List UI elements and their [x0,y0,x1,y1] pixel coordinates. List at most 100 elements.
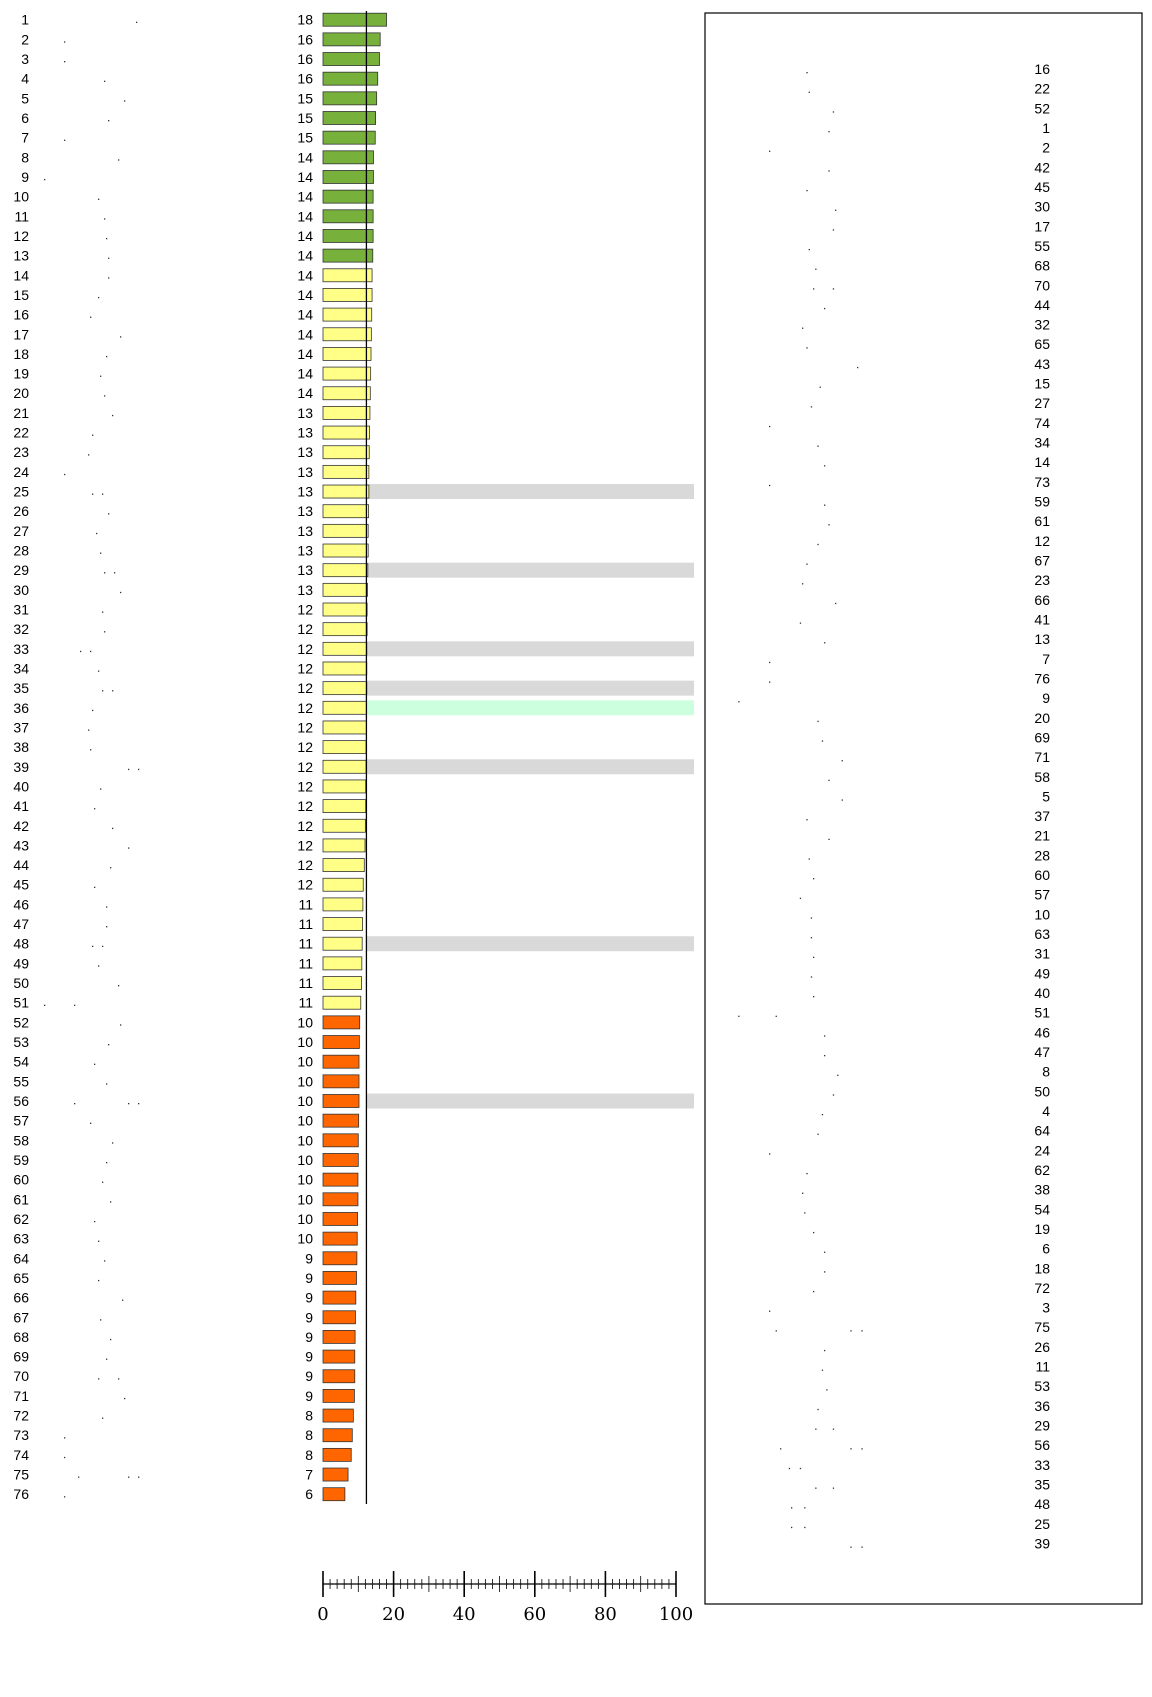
bar [322,897,364,912]
value-label: 16 [297,51,313,67]
bar [322,425,370,440]
row-label: 41 [13,798,29,814]
right-panel-dot [815,1428,817,1430]
bar [322,1153,359,1167]
right-panel-label: 56 [1034,1437,1050,1453]
right-panel-label: 36 [1034,1398,1050,1414]
value-label: 12 [297,719,313,735]
left-dot [136,21,138,23]
value-label: 13 [297,405,313,421]
row-label: 8 [21,149,29,165]
value-label: 12 [297,680,313,696]
right-panel-label: 51 [1034,1005,1050,1021]
right-panel-dot [832,1094,835,1096]
right-panel-frame [704,12,1143,1605]
left-dot [138,1103,140,1105]
right-panel-label: 11 [1035,1359,1050,1375]
row-label: 62 [13,1211,29,1227]
value-label: 8 [305,1447,313,1463]
bar [322,12,387,27]
row-label: 53 [13,1034,29,1050]
bar [322,484,370,499]
right-panel-label: 63 [1034,926,1050,942]
left-dot [64,41,66,43]
right-panel-dot [806,819,808,821]
left-dot [88,729,90,731]
value-label: 11 [298,936,313,952]
right-panel-dot [813,878,815,880]
left-dot [106,1358,108,1360]
left-dot [92,709,94,712]
right-panel-label: 73 [1034,474,1050,490]
right-panel-label: 34 [1034,435,1050,451]
row-label: 23 [13,444,29,460]
bar [322,818,366,833]
right-panel-dot [817,720,819,723]
right-panel-dot [810,917,813,919]
right-panel-dot [828,130,830,133]
right-panel-dot [824,1035,826,1037]
bar [322,464,370,479]
value-label: 14 [297,307,313,323]
right-panel-label: 24 [1034,1142,1050,1158]
value-label: 14 [297,208,313,224]
right-panel-dot [799,622,802,624]
row-label: 72 [13,1408,29,1424]
row-label: 73 [13,1427,29,1443]
value-label: 14 [297,267,313,283]
left-dot [98,1378,100,1380]
left-dot [64,139,66,141]
right-panel-dot [824,1349,826,1352]
left-dot [118,1378,120,1380]
left-dot [108,1044,110,1046]
left-dot [128,768,130,771]
right-panel-label: 19 [1034,1221,1050,1237]
right-panel-label: 41 [1034,611,1050,627]
right-panel-label: 4 [1042,1103,1050,1119]
right-panel-dot [806,563,808,565]
row-label: 5 [21,90,29,106]
value-label: 12 [297,778,313,794]
value-label: 12 [297,877,313,893]
row-label: 43 [13,837,29,853]
left-dot [64,61,66,63]
right-panel-dot [824,504,826,506]
row-label: 33 [13,641,29,657]
row-label: 52 [13,1014,29,1030]
row-label: 20 [13,385,29,401]
bar [322,543,369,558]
x-axis: 0 20 40 60 80 100 [317,1571,693,1625]
bar [322,386,371,401]
row-label: 28 [13,543,29,559]
right-panel-dot [817,1133,819,1135]
bar [322,740,367,755]
bar [322,229,374,243]
bars [322,12,387,1502]
right-panel-dot [769,661,771,664]
bar [322,307,373,322]
x-tick-label: 0 [317,1604,328,1625]
left-dot [98,198,100,200]
right-panel-label: 12 [1034,533,1050,549]
left-dot [98,670,100,672]
left-dot [124,100,126,102]
right-panel-label: 52 [1034,100,1050,116]
value-label: 18 [297,12,313,28]
row-label: 50 [13,975,29,991]
right-panel-label: 76 [1034,670,1050,686]
right-panel-dot [832,229,835,231]
right-panel-label: 59 [1034,494,1050,510]
left-dot [108,513,110,515]
row-label: 18 [13,346,29,362]
right-panel-label: 37 [1034,808,1050,824]
bar [322,366,372,381]
right-panel-dot [769,681,771,683]
right-panel-labels: 1622521242453017556870443265431527743414… [1034,61,1050,1552]
value-label: 10 [297,1211,313,1227]
right-panel-label: 55 [1034,238,1050,254]
bar [322,1035,360,1049]
bar [322,838,366,853]
right-panel-label: 75 [1034,1319,1050,1335]
bar [322,1310,356,1325]
right-panel-label: 70 [1034,277,1050,293]
